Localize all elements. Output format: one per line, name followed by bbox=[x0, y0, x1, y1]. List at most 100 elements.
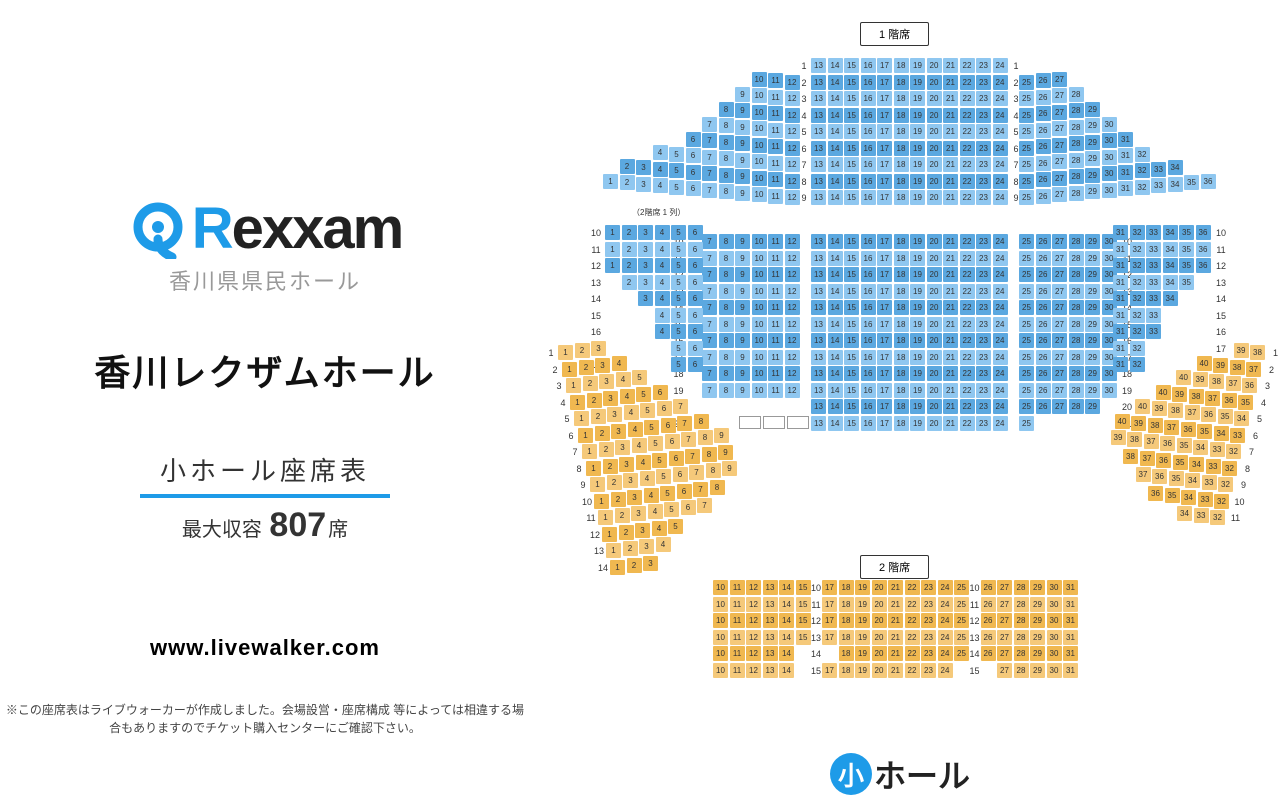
row-number: 7 bbox=[568, 447, 582, 457]
seat: 5 bbox=[668, 519, 683, 534]
seat: 25 bbox=[1019, 383, 1034, 398]
seat: 10 bbox=[752, 383, 767, 398]
seat: 9 bbox=[735, 317, 750, 332]
seat: 19 bbox=[855, 597, 870, 612]
seat: 20 bbox=[927, 108, 942, 123]
seat: 20 bbox=[872, 646, 887, 661]
seat: 38 bbox=[1209, 374, 1224, 389]
row-number: 6 bbox=[564, 431, 578, 441]
seat: 18 bbox=[894, 300, 909, 315]
seat: 34 bbox=[1163, 275, 1178, 290]
seat: 17 bbox=[822, 597, 837, 612]
seat: 5 bbox=[636, 387, 651, 402]
seat: 2 bbox=[587, 393, 602, 408]
seat: 33 bbox=[1146, 308, 1161, 323]
seat: 15 bbox=[844, 174, 859, 189]
seat: 3 bbox=[615, 440, 630, 455]
seat: 12 bbox=[785, 234, 800, 249]
seat: 32 bbox=[1222, 461, 1237, 476]
seat: 22 bbox=[905, 630, 920, 645]
seat: 21 bbox=[888, 613, 903, 628]
seat: 15 bbox=[844, 399, 859, 414]
seat: 10 bbox=[752, 154, 767, 169]
seat: 11 bbox=[768, 267, 783, 282]
seat: 8 bbox=[719, 102, 734, 117]
seat: 34 bbox=[1214, 426, 1229, 441]
seat: 27 bbox=[1052, 154, 1067, 169]
seat: 19 bbox=[910, 251, 925, 266]
floor2-row1-note: （2階席 1 列） bbox=[632, 207, 685, 218]
seat: 26 bbox=[1036, 156, 1051, 171]
seat: 32 bbox=[1210, 510, 1225, 525]
seat: 10 bbox=[752, 138, 767, 153]
seat: 1 bbox=[598, 510, 613, 525]
seat: 19 bbox=[910, 124, 925, 139]
seat: 16 bbox=[861, 267, 876, 282]
seat: 31 bbox=[1063, 646, 1078, 661]
seat: 38 bbox=[1148, 418, 1163, 433]
seat: 32 bbox=[1130, 225, 1145, 240]
seat: 23 bbox=[976, 157, 991, 172]
seat: 24 bbox=[993, 58, 1008, 73]
seat: 22 bbox=[960, 124, 975, 139]
seat: 26 bbox=[1036, 139, 1051, 154]
seat: 17 bbox=[877, 251, 892, 266]
seat: 1 bbox=[586, 461, 601, 476]
seat: 19 bbox=[910, 108, 925, 123]
seat: 13 bbox=[811, 333, 826, 348]
seat: 17 bbox=[822, 613, 837, 628]
seat: 22 bbox=[960, 267, 975, 282]
seat: 2 bbox=[620, 175, 635, 190]
seat: 39 bbox=[1213, 358, 1228, 373]
seat: 14 bbox=[828, 108, 843, 123]
seat: 32 bbox=[1130, 324, 1145, 339]
seat: 24 bbox=[938, 630, 953, 645]
row-number: 17 bbox=[1214, 344, 1228, 354]
seat: 16 bbox=[861, 399, 876, 414]
seat: 19 bbox=[910, 416, 925, 431]
row-number: 15 bbox=[809, 666, 823, 676]
row-number: 1 bbox=[1009, 61, 1023, 71]
seat: 13 bbox=[763, 597, 778, 612]
seat: 21 bbox=[943, 366, 958, 381]
seat: 2 bbox=[623, 541, 638, 556]
seat: 5 bbox=[671, 291, 686, 306]
seat: 12 bbox=[785, 350, 800, 365]
seat: 25 bbox=[1019, 350, 1034, 365]
seat: 3 bbox=[636, 177, 651, 192]
seat: 15 bbox=[844, 91, 859, 106]
seat: 7 bbox=[702, 317, 717, 332]
seat: 28 bbox=[1014, 580, 1029, 595]
seat: 26 bbox=[1036, 90, 1051, 105]
seat: 39 bbox=[1131, 416, 1146, 431]
seat: 17 bbox=[877, 190, 892, 205]
seat: 22 bbox=[905, 597, 920, 612]
seat: 28 bbox=[1014, 597, 1029, 612]
seat: 32 bbox=[1135, 163, 1150, 178]
seat: 30 bbox=[1102, 183, 1117, 198]
seat: 22 bbox=[960, 350, 975, 365]
seat: 11 bbox=[730, 597, 745, 612]
seat: 34 bbox=[1193, 440, 1208, 455]
seat: 9 bbox=[718, 445, 733, 460]
seat: 21 bbox=[943, 234, 958, 249]
seat: 24 bbox=[993, 317, 1008, 332]
seat: 15 bbox=[844, 58, 859, 73]
seat: 5 bbox=[652, 453, 667, 468]
seat: 6 bbox=[661, 418, 676, 433]
seat: 4 bbox=[655, 225, 670, 240]
seat: 13 bbox=[811, 108, 826, 123]
seat: 21 bbox=[943, 251, 958, 266]
seat: 14 bbox=[828, 91, 843, 106]
row-number: 4 bbox=[1257, 398, 1271, 408]
seat: 23 bbox=[976, 124, 991, 139]
seat: 3 bbox=[611, 424, 626, 439]
seat: 28 bbox=[1069, 136, 1084, 151]
seat: 23 bbox=[976, 317, 991, 332]
seat: 26 bbox=[1036, 123, 1051, 138]
seat: 8 bbox=[719, 284, 734, 299]
seat: 18 bbox=[894, 251, 909, 266]
seat: 17 bbox=[877, 267, 892, 282]
seat: 24 bbox=[993, 141, 1008, 156]
row-number: 13 bbox=[592, 546, 606, 556]
